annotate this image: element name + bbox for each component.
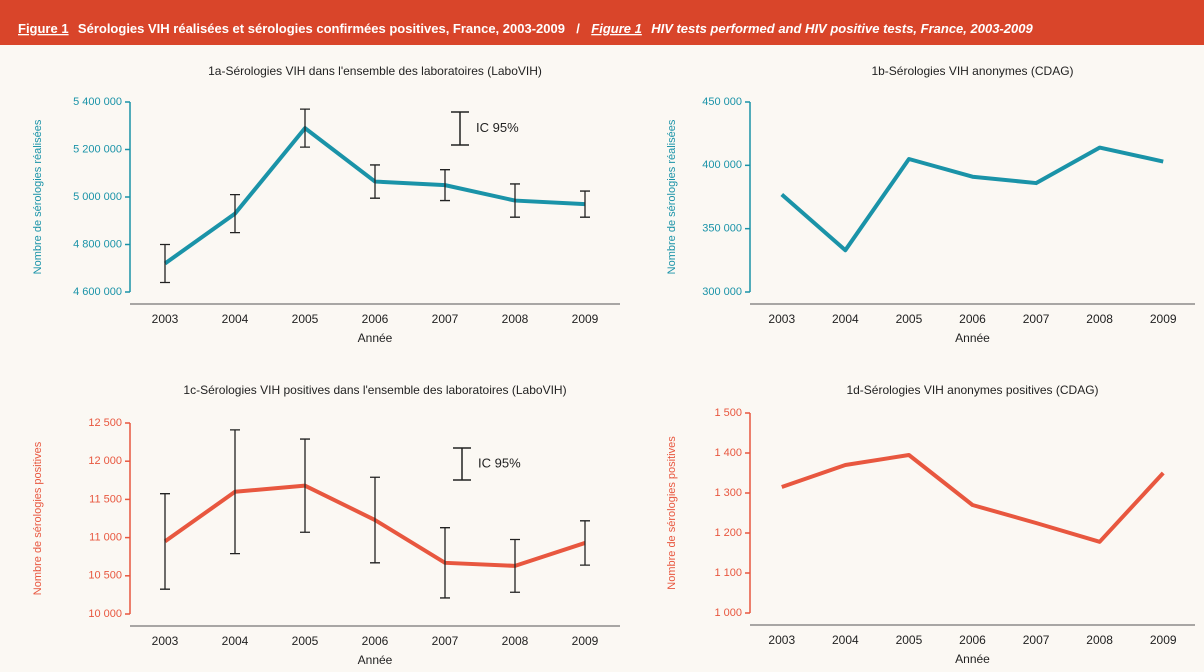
header-banner xyxy=(0,0,1204,45)
series-line xyxy=(781,453,1165,544)
error-bar xyxy=(230,193,240,234)
x-tick-label: 2004 xyxy=(222,634,249,648)
x-tick-label: 2009 xyxy=(1150,633,1177,647)
legend-icon xyxy=(451,111,469,146)
y-axis-label: Nombre de sérologies positives xyxy=(666,436,678,590)
y-tick-label: 450 000 xyxy=(702,96,742,108)
y-tick-label: 1 500 xyxy=(714,407,742,419)
error-bar xyxy=(440,169,450,202)
y-axis-label: Nombre de sérologies positives xyxy=(32,441,44,595)
title-en: HIV tests performed and HIV positive tes… xyxy=(651,21,1033,36)
title-fr: Sérologies VIH réalisées et sérologies c… xyxy=(78,21,565,36)
error-bar xyxy=(580,520,590,566)
error-bar xyxy=(160,493,170,590)
x-tick-label: 2003 xyxy=(768,312,795,326)
x-tick-label: 2003 xyxy=(768,633,795,647)
y-tick-label: 300 000 xyxy=(702,286,742,298)
y-tick-label: 1 000 xyxy=(714,607,742,619)
y-tick-label: 5 000 000 xyxy=(73,191,122,203)
x-tick-label: 2009 xyxy=(572,634,599,648)
x-tick-label: 2006 xyxy=(362,634,389,648)
separator: / xyxy=(576,21,580,36)
x-tick-label: 2005 xyxy=(896,312,923,326)
error-bar xyxy=(370,476,380,564)
x-tick-label: 2007 xyxy=(432,634,459,648)
x-tick-label: 2005 xyxy=(292,634,319,648)
chart-title: 1c-Sérologies VIH positives dans l'ensem… xyxy=(183,383,566,397)
x-tick-label: 2008 xyxy=(1086,312,1113,326)
x-tick-label: 2006 xyxy=(362,312,389,326)
x-tick-label: 2005 xyxy=(292,312,319,326)
y-tick-label: 1 200 xyxy=(714,527,742,539)
y-tick-label: 12 500 xyxy=(88,417,122,429)
error-bar xyxy=(300,438,310,533)
x-tick-label: 2003 xyxy=(152,634,179,648)
x-tick-label: 2008 xyxy=(502,312,529,326)
error-bar xyxy=(440,527,450,599)
error-bar xyxy=(300,108,310,148)
y-tick-label: 1 300 xyxy=(714,487,742,499)
y-tick-label: 5 400 000 xyxy=(73,96,122,108)
x-tick-label: 2009 xyxy=(572,312,599,326)
error-bar xyxy=(580,190,590,218)
y-tick-label: 400 000 xyxy=(702,159,742,171)
legend-icon xyxy=(453,447,471,481)
y-tick-label: 1 400 xyxy=(714,447,742,459)
header-text: Figure 1 Sérologies VIH réalisées et sér… xyxy=(18,21,1033,36)
y-tick-label: 1 100 xyxy=(714,567,742,579)
x-tick-label: 2004 xyxy=(222,312,249,326)
x-tick-label: 2008 xyxy=(1086,633,1113,647)
x-tick-label: 2009 xyxy=(1150,312,1177,326)
x-tick-label: 2007 xyxy=(1023,633,1050,647)
chart-title: 1d-Sérologies VIH anonymes positives (CD… xyxy=(846,383,1098,397)
y-tick-label: 10 500 xyxy=(88,570,122,582)
x-axis-label: Année xyxy=(358,653,393,667)
x-tick-label: 2004 xyxy=(832,312,859,326)
legend-label: IC 95% xyxy=(478,455,521,470)
error-bar xyxy=(370,164,380,199)
y-tick-label: 10 000 xyxy=(88,608,122,620)
figure-label-en: Figure 1 xyxy=(591,21,642,36)
y-tick-label: 350 000 xyxy=(702,223,742,235)
y-tick-label: 12 000 xyxy=(88,455,122,467)
x-tick-label: 2007 xyxy=(432,312,459,326)
x-tick-label: 2007 xyxy=(1023,312,1050,326)
y-tick-label: 4 800 000 xyxy=(73,238,122,250)
figure-label-fr: Figure 1 xyxy=(18,21,69,36)
x-tick-label: 2005 xyxy=(896,633,923,647)
y-tick-label: 11 500 xyxy=(89,493,122,505)
x-tick-label: 2004 xyxy=(832,633,859,647)
error-bar xyxy=(230,429,240,555)
x-tick-label: 2006 xyxy=(959,633,986,647)
error-bar xyxy=(160,243,170,284)
x-tick-label: 2003 xyxy=(152,312,179,326)
y-axis-label: Nombre de sérologies réalisées xyxy=(32,119,44,274)
x-axis-label: Année xyxy=(955,331,990,345)
legend-label: IC 95% xyxy=(476,120,519,135)
error-bar xyxy=(510,183,520,218)
x-axis-label: Année xyxy=(955,652,990,666)
y-tick-label: 4 600 000 xyxy=(73,286,122,298)
chart-title: 1b-Sérologies VIH anonymes (CDAG) xyxy=(871,64,1073,78)
chart-title: 1a-Sérologies VIH dans l'ensemble des la… xyxy=(208,64,542,78)
x-tick-label: 2008 xyxy=(502,634,529,648)
series-line xyxy=(780,145,1164,253)
x-axis-label: Année xyxy=(358,331,393,345)
x-tick-label: 2006 xyxy=(959,312,986,326)
y-tick-label: 5 200 000 xyxy=(73,143,122,155)
error-bar xyxy=(510,538,520,593)
y-axis-label: Nombre de sérologies réalisées xyxy=(666,119,678,274)
y-tick-label: 11 000 xyxy=(89,532,122,544)
